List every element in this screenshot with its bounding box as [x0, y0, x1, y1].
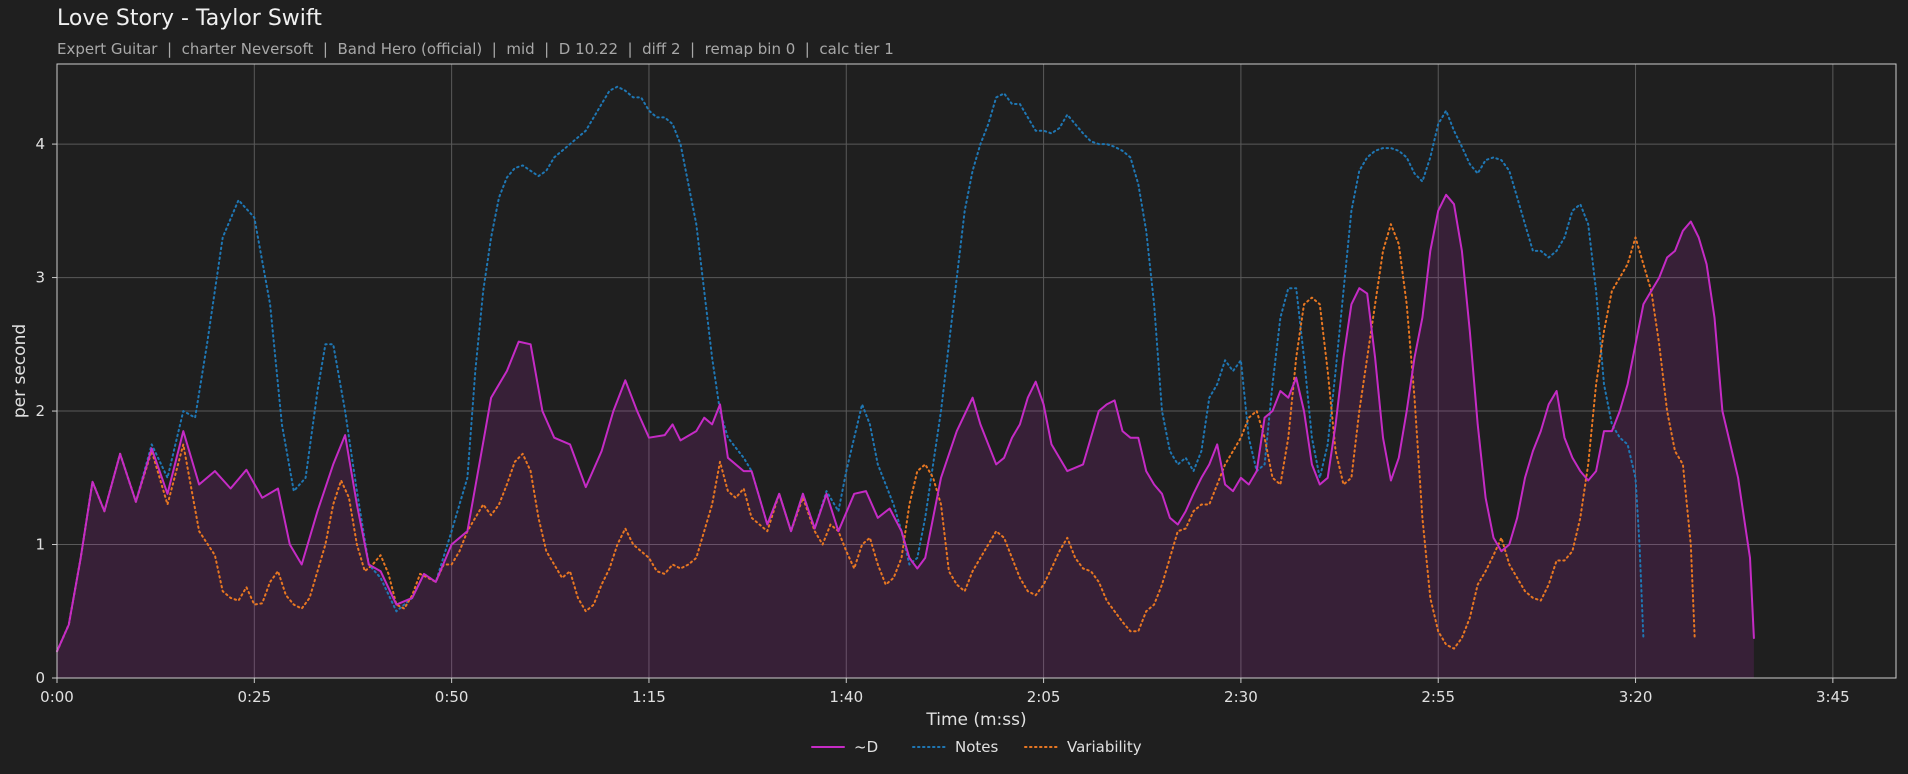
x-tick-label: 3:20	[1619, 688, 1653, 706]
x-tick-label: 2:55	[1421, 688, 1455, 706]
legend: ~D Notes Variability	[811, 738, 1142, 756]
x-tick-label: 0:25	[237, 688, 271, 706]
y-tick-label: 4	[35, 135, 45, 153]
x-axis-label: Time (m:ss)	[925, 710, 1026, 730]
series-area-fill	[57, 194, 1754, 679]
x-tick-label: 2:05	[1027, 688, 1061, 706]
x-tick-label: 2:30	[1224, 688, 1258, 706]
y-tick-label: 1	[35, 536, 45, 554]
y-axis-label: per second	[10, 324, 30, 418]
series-line-0	[56, 193, 1755, 653]
legend-label: Notes	[955, 738, 999, 756]
x-tick-label: 0:00	[40, 688, 74, 706]
y-tick-label: 0	[35, 669, 45, 687]
chart-title: Love Story - Taylor Swift	[57, 6, 322, 31]
x-tick-label: 1:15	[632, 688, 666, 706]
chart-subtitle: Expert Guitar | charter Neversoft | Band…	[57, 40, 894, 58]
series-layer	[56, 85, 1755, 653]
x-axis-ticks: 0:00 0:25 0:50 1:15 1:40 2:05 2:30 2:55 3:20 3:45	[40, 678, 1850, 706]
area-fill-layer	[57, 194, 1754, 679]
x-tick-label: 0:50	[435, 688, 469, 706]
y-tick-label: 3	[35, 269, 45, 287]
legend-label: ~D	[854, 738, 878, 756]
x-tick-label: 1:40	[829, 688, 863, 706]
x-tick-label: 3:45	[1816, 688, 1850, 706]
y-tick-label: 2	[35, 402, 45, 420]
legend-label: Variability	[1067, 738, 1142, 756]
series-line-2	[56, 223, 1696, 653]
series-line-1	[56, 85, 1645, 653]
plot-frame	[56, 63, 1897, 679]
y-axis-ticks: 0 1 2 3 4	[35, 135, 57, 687]
